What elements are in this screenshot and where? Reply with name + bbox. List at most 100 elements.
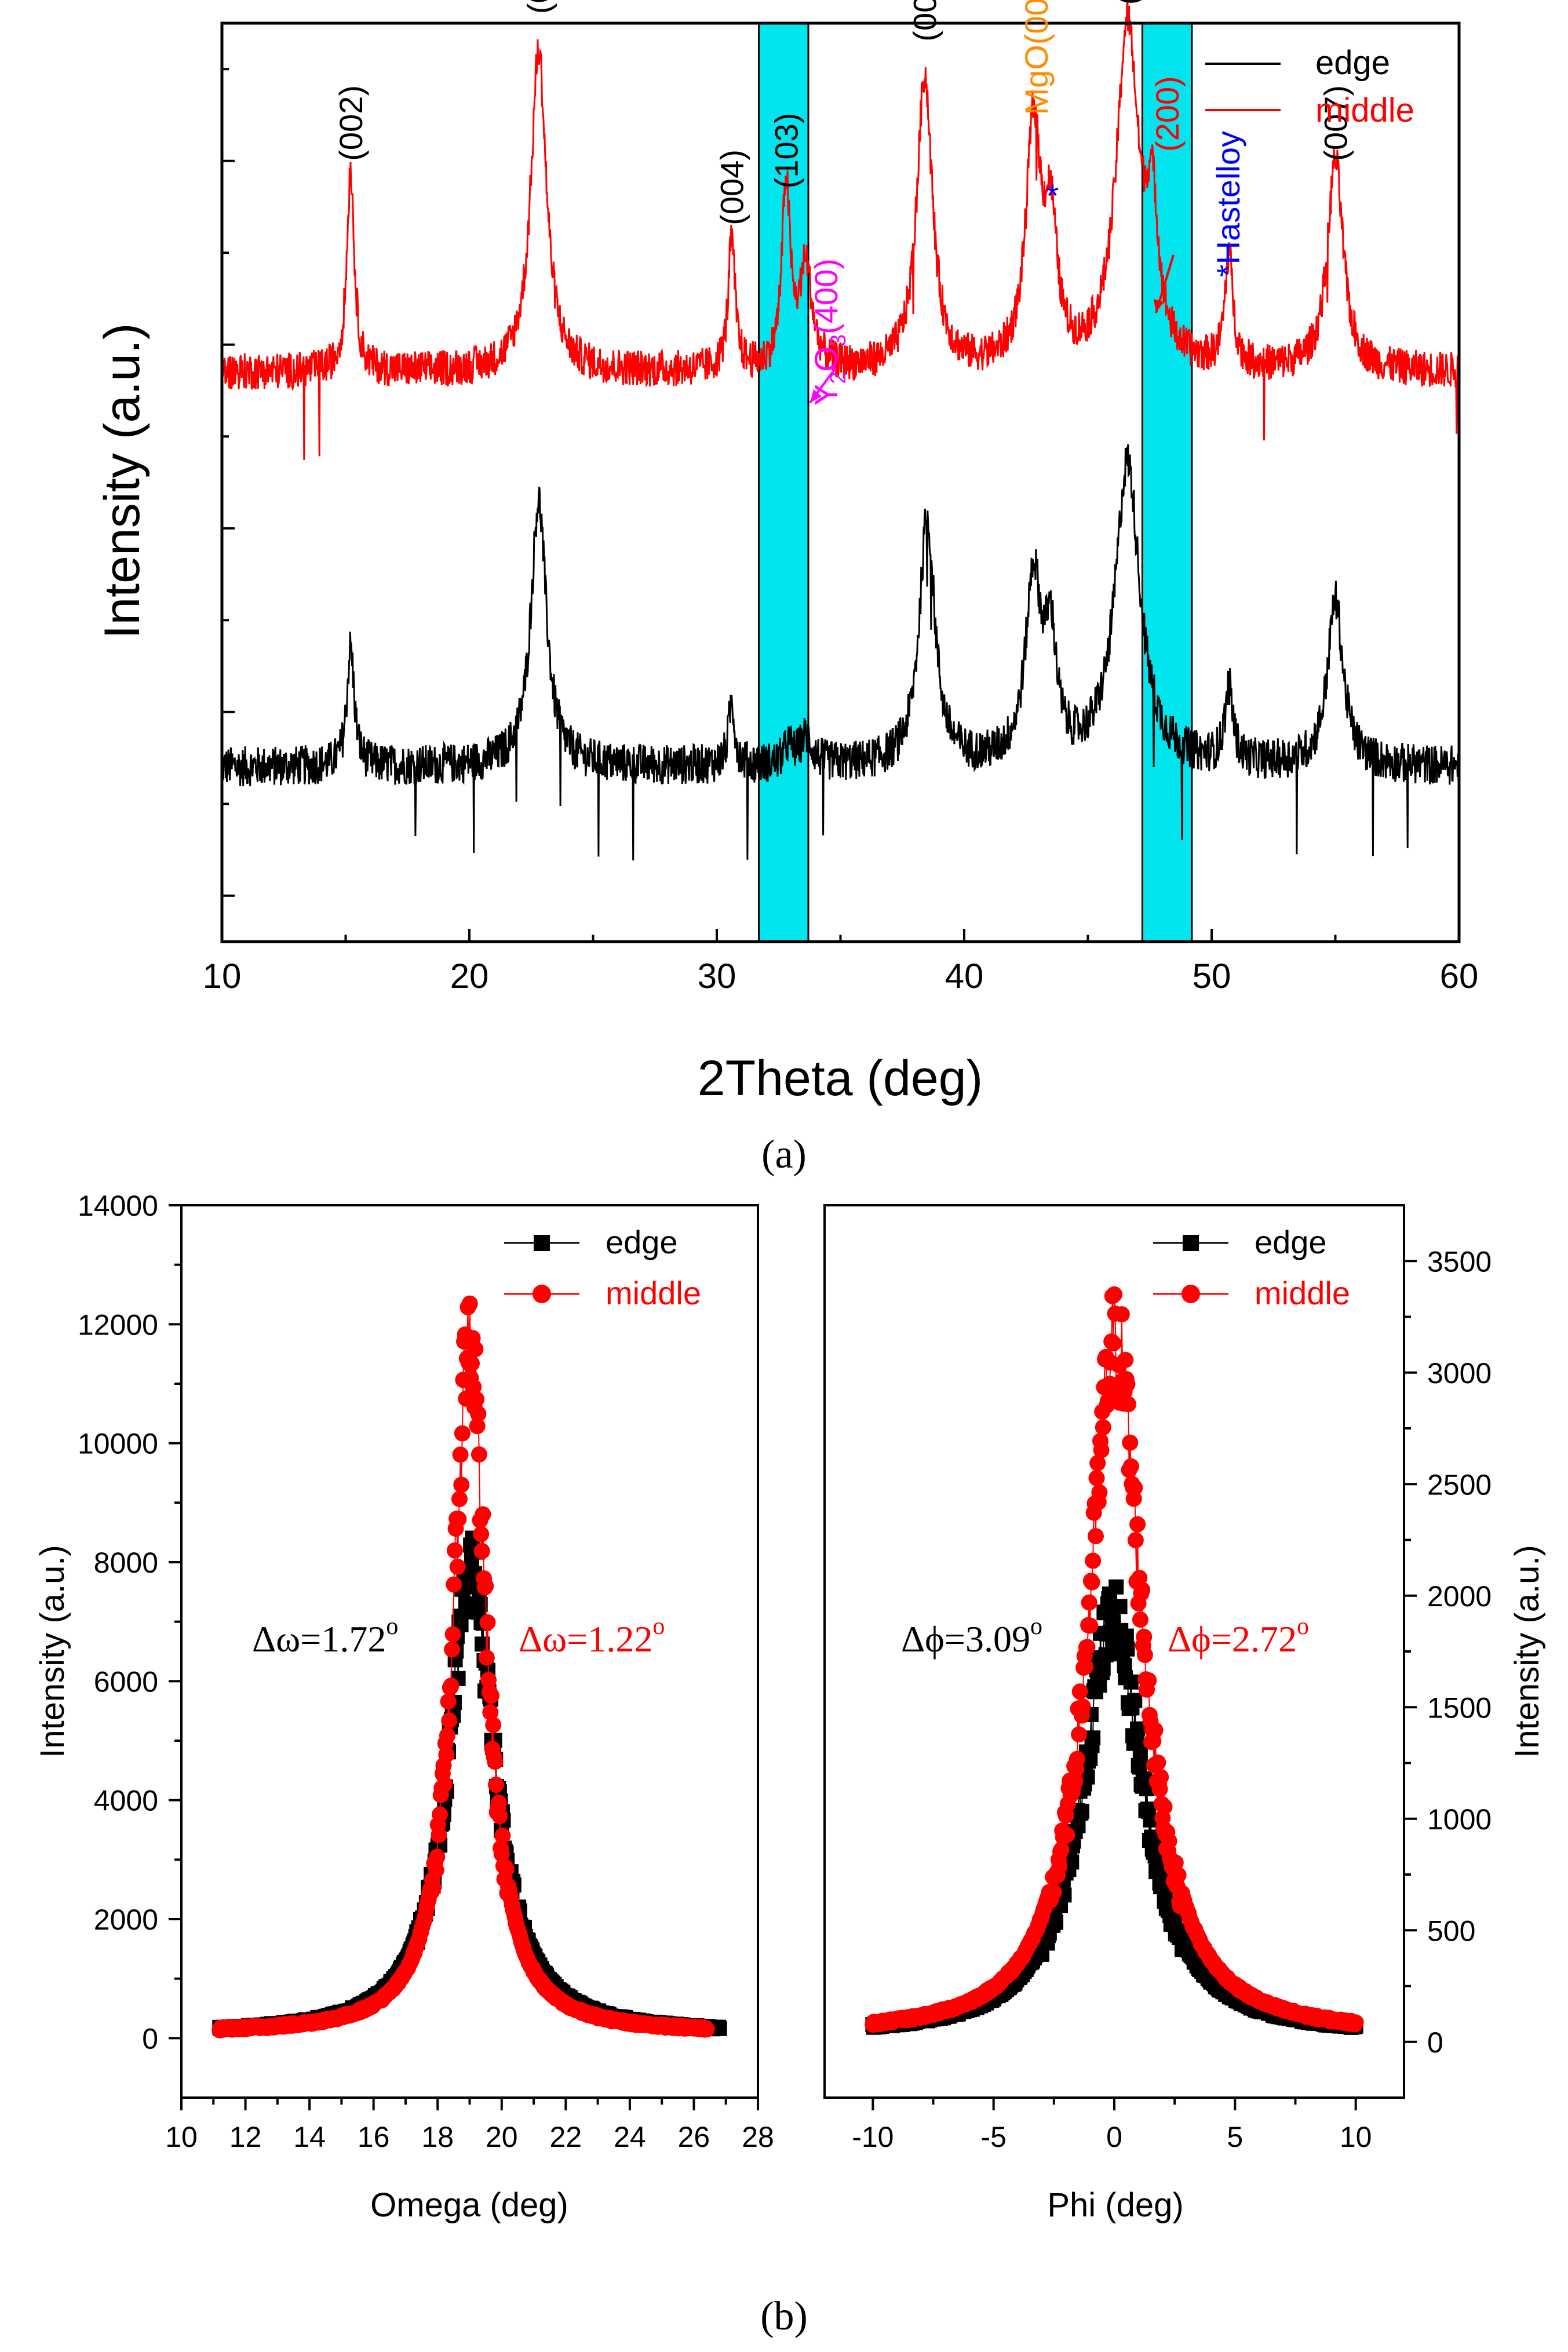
phi-fwhm-middle: Δϕ=2.72o [1168,1613,1309,1660]
data-point-middle [1113,1306,1130,1323]
data-point-middle [425,1879,442,1896]
data-point-middle [443,1678,460,1694]
data-point-middle [483,1687,499,1704]
omega-fwhm-edge-degree: o [386,1613,398,1640]
data-point-middle [467,1341,484,1358]
series-line-edge [221,444,1460,860]
data-point-middle [1122,1434,1139,1451]
data-point-middle [478,1649,495,1666]
caption-a: (a) [761,1132,807,1177]
data-point-middle [1051,1858,1068,1875]
phi-fwhm-middle-degree: o [1297,1613,1309,1640]
data-point-middle [475,1506,491,1523]
data-point-middle [461,1295,478,1312]
y-tick-label: 0 [1427,2026,1443,2059]
data-point-middle [1150,1754,1166,1771]
axis-ticks-b-right [871,1260,1417,2110]
data-point-middle [485,1716,502,1733]
x-tick-label: 28 [742,2121,774,2153]
data-point-edge [1123,1674,1139,1690]
data-point-middle [493,1846,510,1862]
y-tick-label: 2000 [94,1904,158,1936]
legend-label-edge: edge [606,1224,678,1260]
y2o3-label-sub: 3 [826,334,851,347]
data-point-middle [482,1704,499,1721]
x-tick-label: 12 [229,2121,262,2153]
legend-marker-middle [1182,1285,1200,1303]
data-point-edge [1118,1628,1134,1644]
data-point-middle [1045,1884,1062,1901]
data-point-middle [1079,1639,1096,1655]
data-point-middle [1136,1647,1153,1664]
data-point-middle [698,2021,715,2038]
data-point-middle [1170,1866,1187,1883]
x-tick-label: 60 [1440,957,1479,996]
data-point-middle [1156,1799,1173,1815]
data-point-middle [1091,1484,1108,1501]
data-point-middle [1088,1469,1105,1486]
omega-fwhm-edge-text: Δω=1.72 [252,1618,386,1660]
y-tick-label: 8000 [94,1547,158,1579]
y-tick-label: 2500 [1427,1468,1492,1501]
data-point-middle [1095,1419,1111,1436]
x-axis-title-a: 2Theta (deg) [698,1051,983,1106]
data-point-edge [1074,1803,1089,1819]
data-point-middle [444,1626,461,1643]
data-point-middle [444,1641,461,1658]
y-tick-label: 12000 [78,1308,158,1341]
data-point-middle [1140,1672,1157,1689]
y-axis-title-a: Intensity (a.u.) [94,323,150,639]
x-tick-label: 26 [678,2121,710,2153]
data-point-middle [429,1848,446,1865]
data-point-middle [1132,1611,1148,1628]
y-tick-label: 14000 [78,1190,158,1222]
star-mark: * [1046,177,1059,214]
data-point-middle [453,1476,470,1493]
data-point-middle [446,1542,463,1559]
y-axis-title-b-left: Intensity (a.u.) [34,1545,71,1757]
data-point-middle [479,1614,496,1631]
data-point-middle [1093,1442,1110,1458]
x-tick-label: 10 [1340,2121,1372,2153]
data-point-middle [440,1693,457,1710]
data-point-middle [473,1543,490,1559]
data-point-middle [463,1355,480,1372]
y2o3-label-part: O [808,347,844,372]
x-tick-label: 20 [450,957,489,996]
tick-labels-b-left: 10 12 14 16 18 20 22 24 26 28 0 2000 4000 6000 8000 100… [78,1190,774,2153]
data-point-middle [480,1672,497,1689]
data-point-middle [487,1777,504,1793]
phi-fwhm-edge: Δϕ=3.09o [901,1613,1042,1660]
data-point-middle [1089,1455,1106,1472]
panel-a: 10 20 30 40 50 60 (002) (003) (004) (103) (005) Mg… [94,0,1478,1177]
x-axis-title-b-left: Omega (deg) [370,2186,568,2224]
data-point-edge [1112,1599,1128,1614]
x-tick-labels-a: 10 20 30 40 50 60 [203,957,1479,996]
x-tick-label: 10 [165,2121,198,2153]
legend-label-edge: edge [1315,44,1390,82]
xrd-series [221,1,1460,860]
data-point-middle [1147,1722,1164,1738]
peak-label: (005) [907,0,943,42]
data-point-middle [490,1795,507,1811]
data-point-middle [431,1826,447,1843]
legend-b-right: edge middle [1153,1224,1350,1311]
data-point-middle [1122,1458,1139,1475]
x-tick-label: 18 [421,2121,454,2153]
data-point-middle [1081,1594,1097,1611]
peak-label: (002) [333,85,369,161]
data-point-middle [1067,1773,1084,1789]
x-tick-label: -5 [980,2121,1006,2153]
data-point-middle [487,1753,504,1770]
data-point-middle [1069,1751,1085,1767]
x-tick-label: 5 [1227,2121,1243,2153]
data-point-middle [451,1490,468,1507]
legend-label-middle: middle [1315,92,1414,129]
highlight-band [758,22,809,943]
cu200-arrow-head [1154,299,1164,313]
axis-ticks-a [221,68,1460,942]
data-point-edge [1095,1660,1111,1676]
phi-fwhm-middle-text: Δϕ=2.72 [1168,1618,1297,1660]
y-tick-label: 3500 [1427,1245,1492,1278]
